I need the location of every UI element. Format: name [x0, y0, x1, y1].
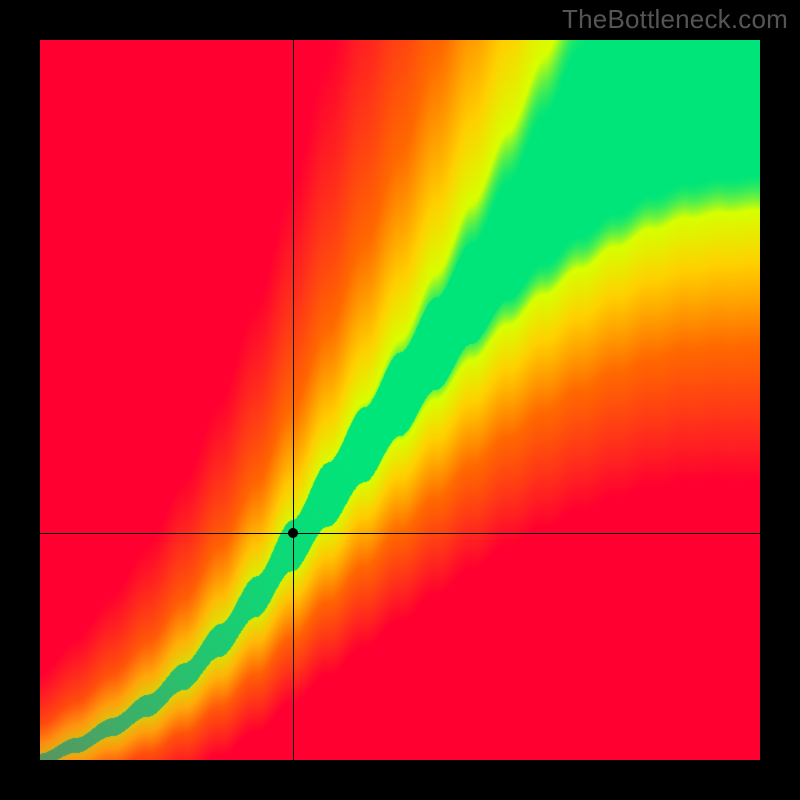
heatmap-canvas — [40, 40, 760, 760]
marker-dot — [288, 528, 298, 538]
crosshair-horizontal — [40, 533, 760, 534]
watermark-text: TheBottleneck.com — [562, 4, 788, 35]
crosshair-vertical — [293, 40, 294, 760]
heatmap-plot — [40, 40, 760, 760]
